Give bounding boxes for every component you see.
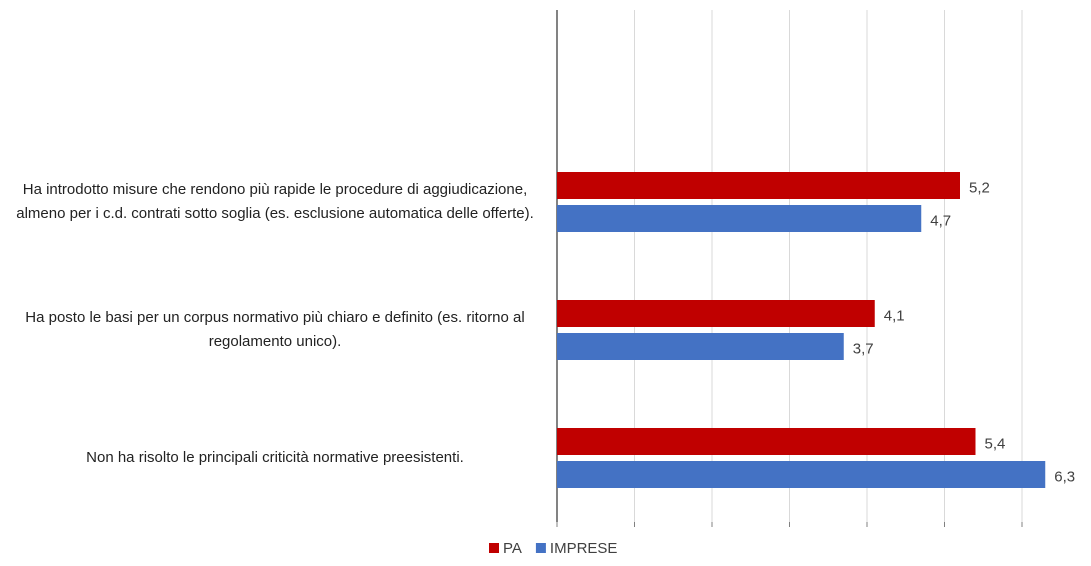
data-label: 6,3: [1054, 468, 1075, 485]
bar: [557, 428, 976, 455]
legend-label: PA: [503, 540, 522, 557]
bar: [557, 300, 875, 327]
legend-swatch: [489, 543, 499, 553]
data-label: 4,1: [884, 307, 905, 324]
data-label: 5,2: [969, 179, 990, 196]
legend-label: IMPRESE: [550, 540, 618, 557]
category-label: Ha introdotto misure che rendono più rap…: [16, 181, 534, 222]
bar: [557, 205, 922, 232]
data-label: 3,7: [853, 340, 874, 357]
data-label: 5,4: [985, 435, 1006, 452]
bar: [557, 172, 960, 199]
data-label: 4,7: [930, 212, 951, 229]
category-label: Ha posto le basi per un corpus normativo…: [25, 309, 525, 350]
bar: [557, 461, 1046, 488]
legend-swatch: [535, 543, 546, 553]
bar: [557, 333, 844, 360]
category-label: Non ha risolto le principali criticità n…: [86, 449, 464, 466]
